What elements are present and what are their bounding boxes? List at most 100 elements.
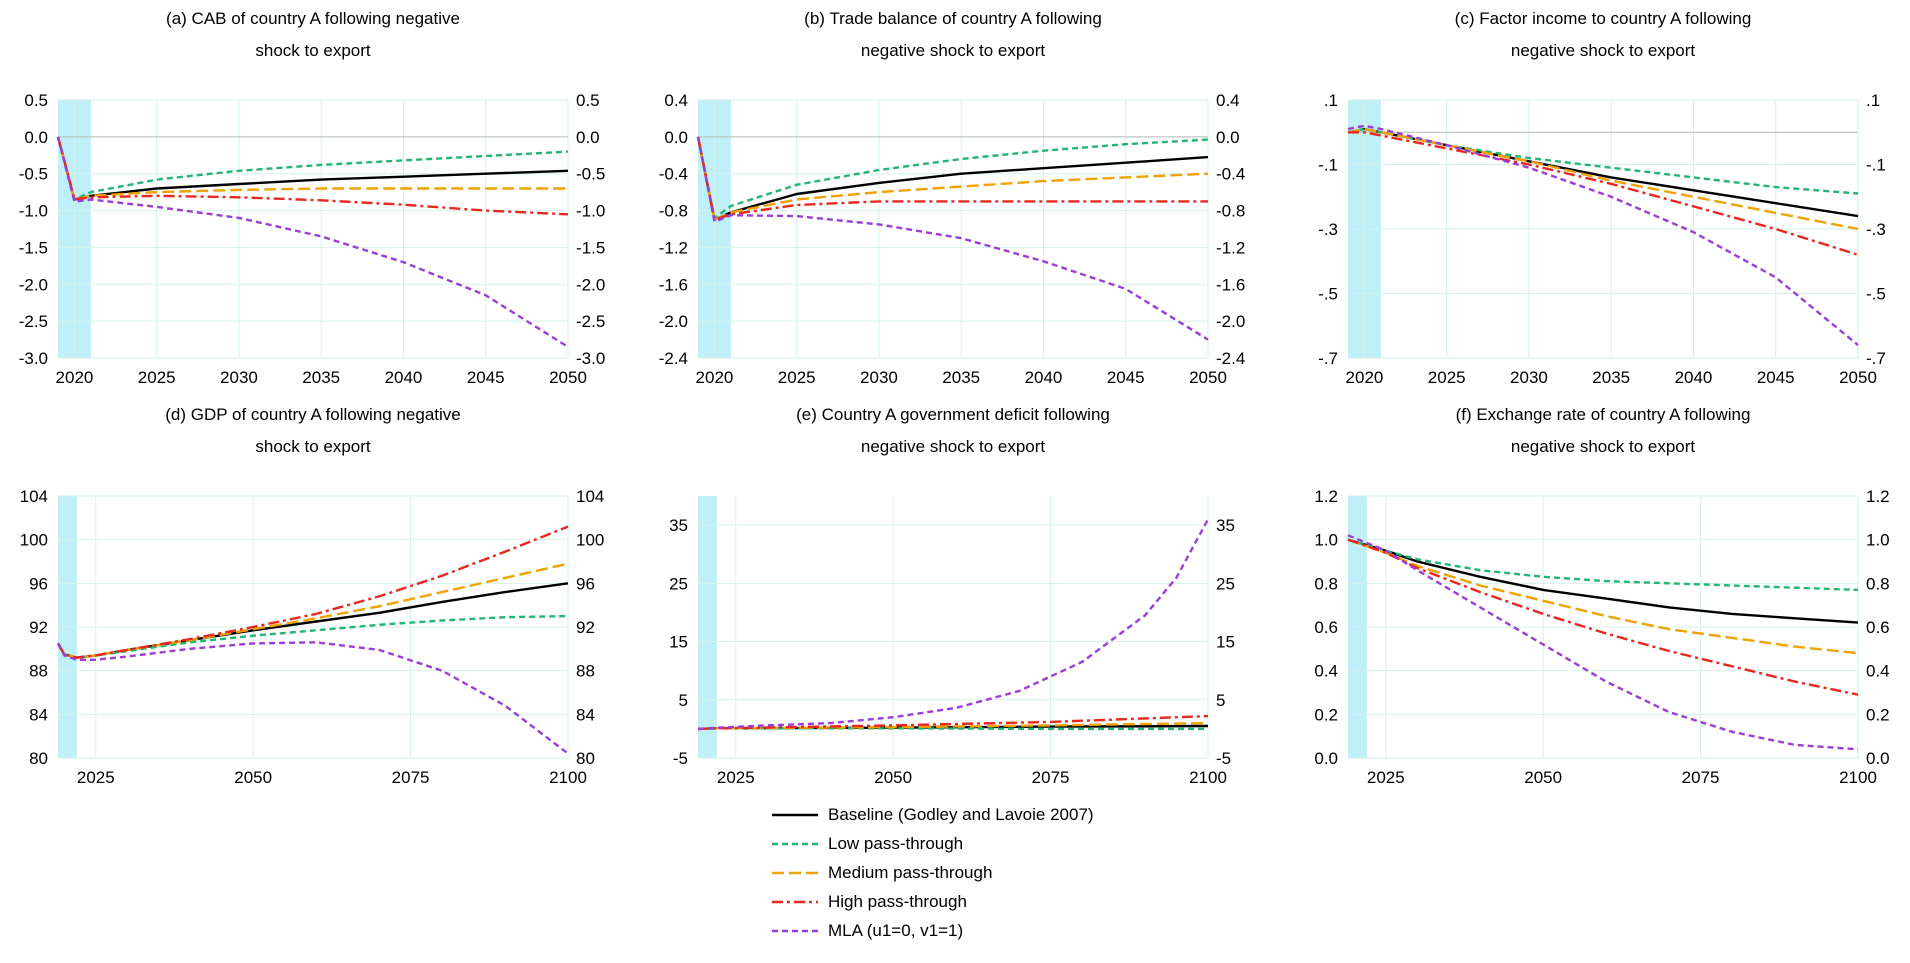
y-tick-label-right: 0.5 [576, 91, 600, 110]
x-tick-label: 2045 [1757, 368, 1795, 387]
y-tick-label-right: -0.8 [1216, 202, 1245, 221]
legend-label-low: Low pass-through [828, 833, 964, 853]
y-tick-label-right: -2.0 [576, 275, 605, 294]
y-tick-label-right: 96 [576, 574, 595, 593]
y-tick-label-right: 0.0 [1866, 749, 1890, 768]
y-tick-label-right: 15 [1216, 633, 1235, 652]
x-tick-label: 2100 [1839, 768, 1877, 787]
x-tick-label: 2035 [302, 368, 340, 387]
y-tick-label-right: 0.4 [1216, 91, 1240, 110]
y-tick-label-right: 92 [576, 618, 595, 637]
x-tick-label: 2045 [467, 368, 505, 387]
y-tick-label-left: 25 [669, 574, 688, 593]
legend-swatch-mla [772, 929, 818, 932]
y-tick-label-right: -.3 [1866, 220, 1886, 239]
series-line-high [697, 714, 1209, 731]
panel-title: negative shock to export [1511, 41, 1696, 60]
legend-item-high-pass-through: High pass-through [772, 887, 1192, 916]
panel-b: (b) Trade balance of country A following… [659, 9, 1246, 387]
y-tick-label-left: 35 [669, 516, 688, 535]
x-tick-label: 2100 [1189, 768, 1227, 787]
y-tick-label-left: -.5 [1318, 285, 1338, 304]
y-tick-label-left: 0.0 [24, 128, 48, 147]
series-line-high [56, 136, 569, 216]
y-tick-label-left: -.1 [1318, 156, 1338, 175]
x-tick-label: 2050 [874, 768, 912, 787]
y-tick-label-right: 0.8 [1866, 574, 1890, 593]
legend-swatch-low [772, 842, 818, 845]
legend-item-medium-pass-through: Medium pass-through [772, 858, 1192, 887]
legend-swatch-medium [772, 871, 818, 874]
y-tick-label-right: 0.0 [576, 128, 600, 147]
x-tick-label: 2025 [77, 768, 115, 787]
panel-title: shock to export [255, 41, 371, 60]
y-tick-label-right: 80 [576, 749, 595, 768]
y-tick-label-left: -0.8 [659, 202, 688, 221]
y-tick-label-left: -2.4 [659, 349, 688, 368]
legend-label-mla: MLA (u1=0, v1=1) [828, 920, 964, 940]
panel-d: (d) GDP of country A following negative s… [20, 405, 605, 787]
panel-title: negative shock to export [861, 41, 1046, 60]
y-tick-label-left: 15 [669, 633, 688, 652]
x-tick-label: 2050 [1839, 368, 1877, 387]
y-tick-label-left: 0.8 [1314, 574, 1338, 593]
y-tick-label-right: 84 [576, 705, 595, 724]
y-tick-label-left: 0.2 [1314, 705, 1338, 724]
series-line-baseline [56, 582, 569, 659]
y-tick-label-right: 5 [1216, 691, 1225, 710]
y-tick-label-left: -1.5 [19, 238, 48, 257]
y-tick-label-left: 0.0 [664, 128, 688, 147]
y-tick-label-right: 104 [576, 487, 604, 506]
y-tick-label-left: 0.4 [664, 91, 688, 110]
x-tick-label: 2050 [549, 368, 587, 387]
series-line-mla [56, 136, 569, 348]
x-tick-label: 2035 [942, 368, 980, 387]
y-tick-label-left: 5 [679, 691, 688, 710]
series-line-mla [696, 136, 1209, 341]
series-line-high [696, 136, 1208, 222]
legend-item-mla: MLA (u1=0, v1=1) [772, 916, 1192, 945]
x-tick-label: 2020 [56, 368, 94, 387]
legend-swatch-high [772, 900, 818, 903]
series-line-high [56, 525, 569, 659]
y-tick-label-right: -.7 [1866, 349, 1886, 368]
series-line-baseline [56, 136, 569, 201]
y-tick-label-right: -2.5 [576, 312, 605, 331]
y-tick-label-right: 1.0 [1866, 531, 1890, 550]
y-tick-label-left: 92 [29, 618, 48, 637]
y-tick-label-left: -3.0 [19, 349, 48, 368]
x-tick-label: 2040 [1675, 368, 1713, 387]
series-line-low [1347, 127, 1859, 195]
x-tick-label: 2025 [717, 768, 755, 787]
panel-title: negative shock to export [861, 437, 1046, 456]
x-tick-label: 2075 [1032, 768, 1070, 787]
x-tick-label: 2075 [1682, 768, 1720, 787]
y-tick-label-left: 0.0 [1314, 749, 1338, 768]
y-tick-label-right: -.5 [1866, 285, 1886, 304]
panel-title: (f) Exchange rate of country A following [1456, 405, 1751, 424]
y-tick-label-left: 0.5 [24, 91, 48, 110]
y-tick-label-right: -1.2 [1216, 238, 1245, 257]
series-line-high [1348, 131, 1859, 256]
y-tick-label-left: 0.4 [1314, 662, 1338, 681]
legend-swatch-baseline [772, 813, 818, 816]
x-tick-label: 2050 [1524, 768, 1562, 787]
y-tick-label-left: -1.0 [19, 202, 48, 221]
legend-label-baseline: Baseline (Godley and Lavoie 2007) [828, 804, 1094, 824]
y-tick-label-left: 1.0 [1314, 531, 1338, 550]
y-tick-label-right: 35 [1216, 516, 1235, 535]
y-tick-label-right: -5 [1216, 749, 1231, 768]
x-tick-label: 2050 [234, 768, 272, 787]
y-tick-label-right: -1.5 [576, 238, 605, 257]
y-tick-label-left: 96 [29, 574, 48, 593]
y-tick-label-right: 1.2 [1866, 487, 1890, 506]
y-tick-label-left: .1 [1324, 91, 1338, 110]
x-tick-label: 2020 [1346, 368, 1384, 387]
y-tick-label-left: -.3 [1318, 220, 1338, 239]
x-tick-label: 2045 [1107, 368, 1145, 387]
y-tick-label-right: -0.4 [1216, 165, 1245, 184]
y-tick-label-left: -2.5 [19, 312, 48, 331]
y-tick-label-left: -0.4 [659, 165, 688, 184]
y-tick-label-left: 0.6 [1314, 618, 1338, 637]
series-line-low [56, 136, 569, 201]
